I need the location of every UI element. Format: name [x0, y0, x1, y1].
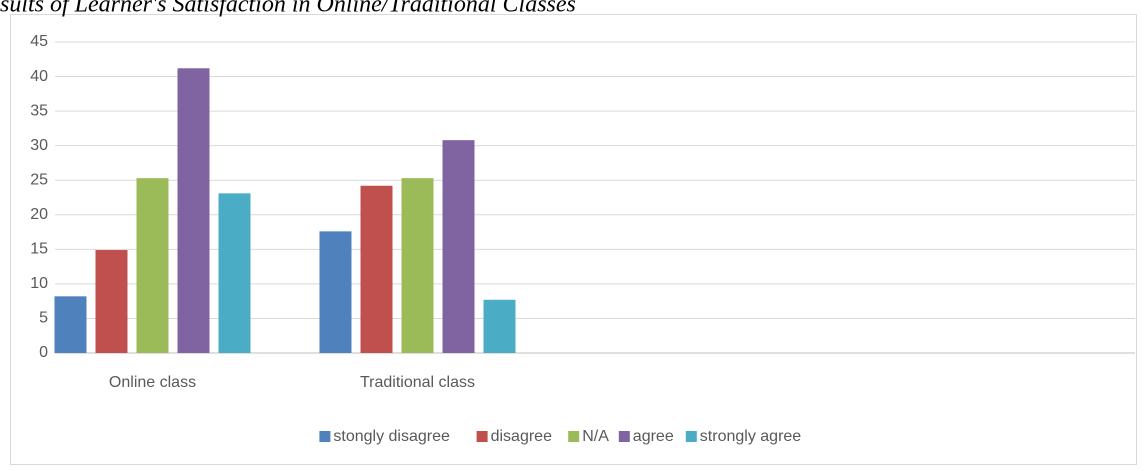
y-tick-label: 10 — [30, 275, 48, 292]
legend-swatch — [568, 431, 580, 442]
legend-swatch — [618, 431, 630, 442]
bar — [319, 231, 352, 353]
y-tick-label: 45 — [30, 33, 48, 50]
y-tick-label: 0 — [39, 344, 48, 361]
bar — [95, 250, 128, 353]
legend-swatch — [319, 431, 331, 442]
bar — [360, 185, 393, 353]
y-tick-label: 25 — [30, 171, 48, 188]
y-tick-label: 30 — [30, 137, 48, 154]
x-tick-label: Online class — [109, 374, 196, 391]
y-tick-label: 5 — [39, 310, 48, 327]
bar — [483, 299, 516, 353]
legend-label: agree — [633, 428, 674, 445]
legend-label: disagree — [491, 428, 552, 445]
bar — [442, 140, 475, 353]
bar — [218, 193, 251, 353]
legend-label: strongly agree — [700, 428, 801, 445]
x-tick-label: Traditional class — [360, 374, 475, 391]
legend-swatch — [685, 431, 697, 442]
y-tick-label: 15 — [30, 241, 48, 258]
bar — [401, 178, 434, 353]
legend-label: stongly disagree — [333, 428, 450, 445]
y-tick-label: 20 — [30, 206, 48, 223]
bar — [54, 296, 87, 353]
y-tick-label: 35 — [30, 102, 48, 119]
bar — [136, 178, 169, 353]
y-tick-label: 40 — [30, 68, 48, 85]
legend-swatch — [476, 431, 488, 442]
bar — [177, 68, 210, 354]
chart-title: sults of Learner's Satisfaction in Onlin… — [0, 0, 576, 18]
legend-label: N/A — [582, 428, 609, 445]
